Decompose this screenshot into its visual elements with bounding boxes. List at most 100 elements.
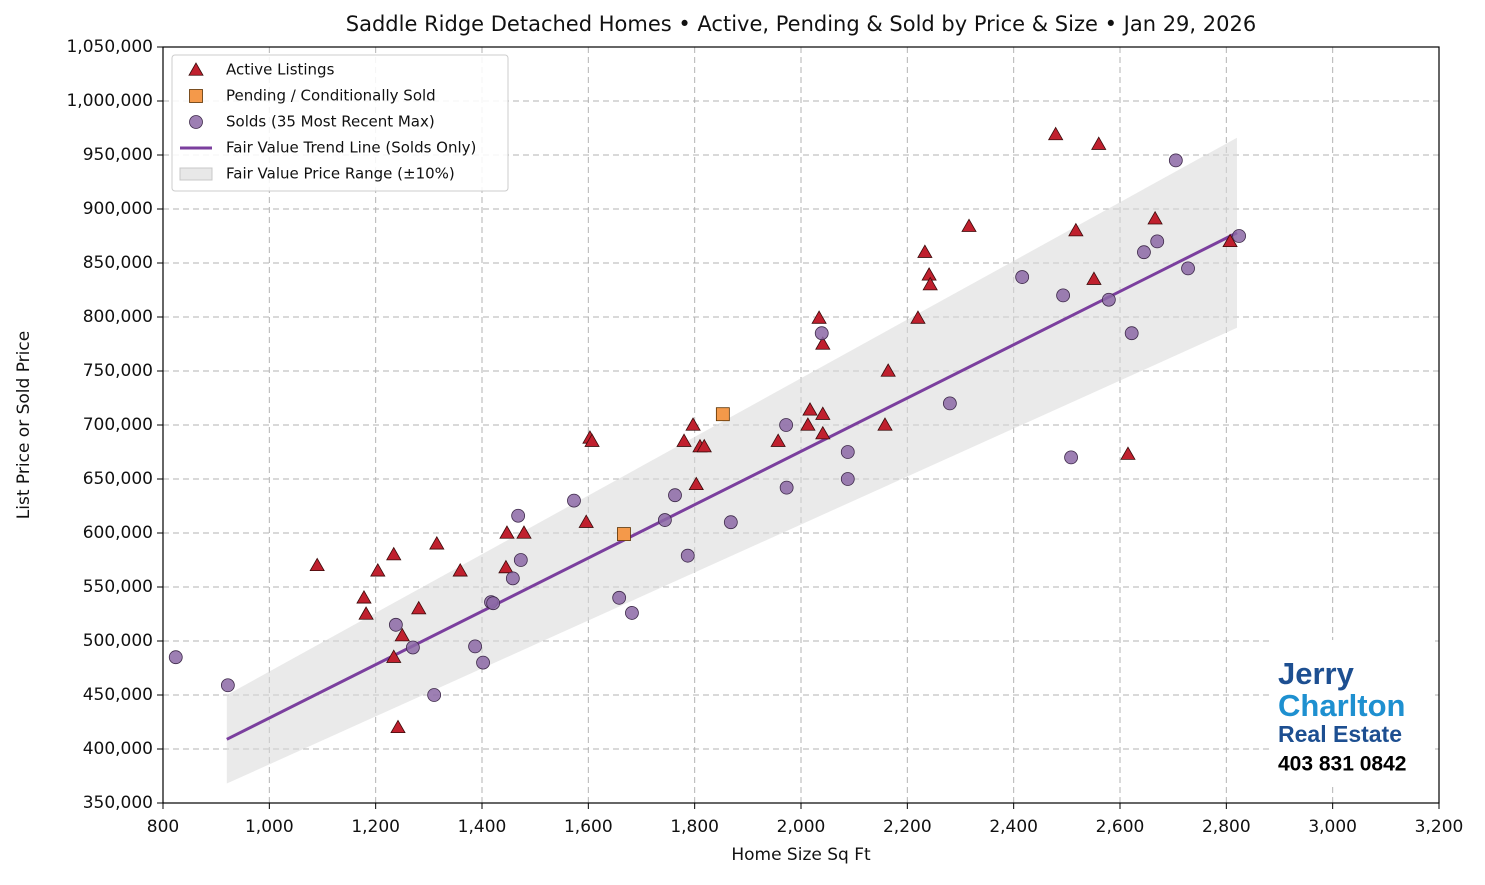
y-tick-label: 400,000 bbox=[83, 739, 153, 759]
legend-label: Solds (35 Most Recent Max) bbox=[226, 113, 435, 131]
data-point bbox=[942, 396, 957, 411]
logo-phone: 403 831 0842 bbox=[1278, 753, 1406, 776]
data-point bbox=[427, 688, 442, 702]
y-tick-label: 750,000 bbox=[83, 361, 153, 381]
data-point bbox=[567, 493, 581, 508]
data-point bbox=[723, 515, 738, 530]
y-tick-label: 900,000 bbox=[83, 199, 153, 219]
data-point bbox=[411, 600, 427, 615]
data-point bbox=[1137, 245, 1151, 260]
data-point bbox=[910, 310, 926, 324]
data-point bbox=[1047, 126, 1064, 141]
y-tick-label: 500,000 bbox=[83, 631, 153, 651]
data-point bbox=[625, 606, 639, 620]
legend-box bbox=[171, 54, 509, 192]
data-point bbox=[1068, 222, 1084, 237]
data-point bbox=[476, 655, 490, 670]
data-point bbox=[676, 433, 692, 447]
data-point bbox=[370, 562, 386, 577]
y-tick-label: 1,000,000 bbox=[66, 91, 153, 111]
data-point bbox=[1147, 210, 1163, 225]
data-point bbox=[696, 438, 712, 453]
y-tick-label: 350,000 bbox=[83, 793, 153, 813]
x-tick-label: 2,200 bbox=[883, 817, 932, 837]
legend-label: Fair Value Trend Line (Solds Only) bbox=[226, 139, 476, 157]
data-point bbox=[802, 402, 818, 416]
y-tick-label: 600,000 bbox=[83, 523, 153, 543]
x-tick-label: 1,000 bbox=[245, 817, 294, 837]
data-point bbox=[1168, 153, 1183, 168]
data-point bbox=[668, 488, 682, 503]
legend-swatch bbox=[189, 89, 203, 103]
data-point bbox=[779, 418, 794, 432]
data-point bbox=[468, 639, 482, 654]
data-point bbox=[1222, 233, 1238, 248]
data-point bbox=[168, 650, 183, 665]
legend-swatch bbox=[189, 115, 203, 129]
legend-swatch bbox=[179, 167, 213, 181]
data-point bbox=[499, 525, 515, 539]
data-point bbox=[452, 562, 468, 577]
data-point bbox=[685, 417, 701, 431]
data-point bbox=[386, 546, 402, 561]
x-tick-label: 800 bbox=[147, 817, 179, 837]
x-tick-label: 1,400 bbox=[458, 817, 507, 837]
data-point bbox=[1086, 271, 1102, 285]
logo-subtitle: Real Estate bbox=[1278, 721, 1402, 747]
data-point bbox=[390, 719, 406, 734]
data-point bbox=[1232, 229, 1246, 243]
x-tick-label: 2,400 bbox=[989, 817, 1038, 837]
x-tick-label: 1,200 bbox=[351, 817, 400, 837]
data-point bbox=[1120, 446, 1136, 460]
data-point bbox=[386, 649, 402, 663]
data-point bbox=[1181, 261, 1195, 276]
y-tick-label: 650,000 bbox=[83, 469, 153, 489]
data-point bbox=[815, 336, 831, 350]
logo-name: Jerry bbox=[1278, 656, 1355, 691]
data-point bbox=[358, 606, 374, 620]
y-tick-label: 800,000 bbox=[83, 307, 153, 327]
y-tick-label: 700,000 bbox=[83, 415, 153, 435]
x-tick-label: 1,800 bbox=[670, 817, 719, 837]
data-point bbox=[814, 326, 829, 341]
price-range-band bbox=[226, 137, 1237, 784]
x-tick-label: 1,600 bbox=[564, 817, 613, 837]
data-point bbox=[1015, 270, 1030, 284]
y-tick-label: 1,050,000 bbox=[66, 37, 153, 57]
data-point bbox=[779, 480, 794, 495]
plot-frame bbox=[162, 46, 1440, 804]
data-point bbox=[922, 276, 938, 291]
data-point bbox=[405, 640, 420, 655]
data-point bbox=[356, 589, 372, 604]
data-point bbox=[1064, 450, 1078, 465]
data-point bbox=[770, 433, 786, 447]
data-point bbox=[815, 406, 831, 420]
y-tick-label: 450,000 bbox=[83, 685, 153, 705]
legend-label: Pending / Conditionally Sold bbox=[226, 87, 436, 105]
x-tick-label: 2,600 bbox=[1096, 817, 1145, 837]
data-point bbox=[811, 310, 827, 324]
chart-title: Saddle Ridge Detached Homes • Active, Pe… bbox=[346, 12, 1256, 36]
legend-label: Fair Value Price Range (±10%) bbox=[226, 165, 455, 183]
data-point bbox=[309, 557, 325, 572]
data-point bbox=[516, 525, 532, 539]
data-point bbox=[429, 535, 445, 550]
data-point bbox=[800, 417, 816, 431]
data-point bbox=[578, 514, 594, 528]
data-point bbox=[917, 244, 933, 258]
x-tick-label: 2,800 bbox=[1202, 817, 1251, 837]
data-point bbox=[1101, 292, 1116, 307]
legend: Active Listings Pending / Conditionally S… bbox=[171, 54, 509, 192]
logo-name: Charlton bbox=[1278, 688, 1405, 723]
data-point bbox=[688, 476, 704, 491]
data-point bbox=[1091, 136, 1107, 150]
data-point bbox=[505, 571, 520, 586]
data-point bbox=[840, 472, 855, 486]
data-point bbox=[680, 548, 695, 563]
data-point bbox=[657, 513, 672, 527]
y-axis-label: List Price or Sold Price bbox=[14, 331, 34, 519]
y-tick-label: 850,000 bbox=[83, 253, 153, 273]
legend-label: Active Listings bbox=[226, 61, 335, 79]
data-point bbox=[486, 596, 501, 611]
